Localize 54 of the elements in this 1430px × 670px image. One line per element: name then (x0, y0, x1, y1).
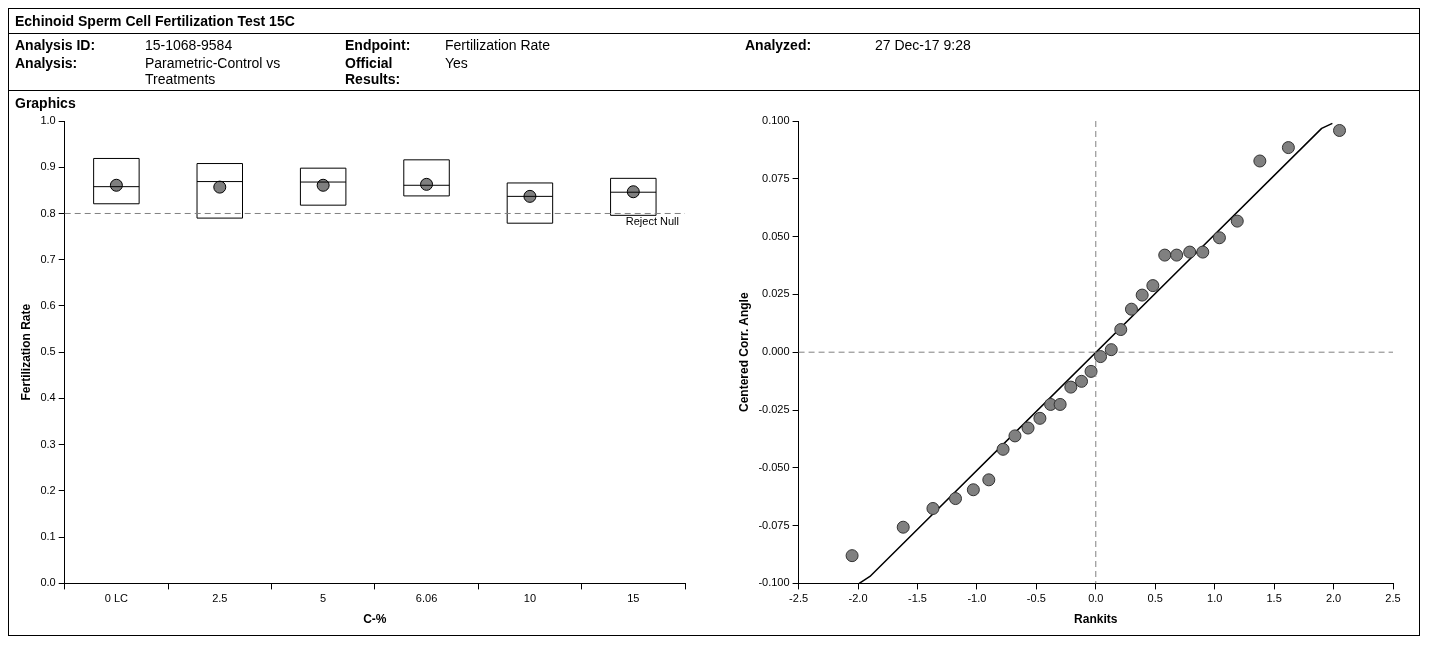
x-tick-label: 0.5 (1147, 592, 1163, 605)
y-axis-title: Fertilization Rate (18, 303, 33, 401)
x-tick-label: 0.0 (1088, 592, 1104, 605)
y-tick-label: 1.0 (40, 114, 56, 127)
text: Endpoint: (345, 37, 412, 53)
text: Analyzed: (745, 37, 813, 53)
x-tick-label: 2.5 (1385, 592, 1401, 605)
text: Official Results: (345, 55, 402, 87)
y-tick-label: 0.100 (762, 114, 790, 127)
x-tick-label: 6.06 (415, 592, 438, 605)
y-axis-title: Centered Corr. Angle (736, 292, 751, 412)
x-tick-label: -2.0 (848, 592, 868, 605)
y-tick-label: 0.5 (40, 345, 56, 358)
text: 27 Dec-17 9:28 (875, 37, 972, 53)
y-tick-label: 0.050 (762, 229, 790, 242)
x-tick-label: 1.0 (1207, 592, 1223, 605)
y-tick-label: 0.025 (762, 287, 790, 300)
y-tick-label: 0.8 (40, 206, 56, 219)
y-tick-label: 0.3 (40, 437, 56, 450)
x-tick-label: 10 (523, 592, 537, 605)
text: Analysis ID: (15, 37, 97, 53)
x-tick-label: 0 LC (104, 592, 129, 605)
x-tick-label: 5 (320, 592, 327, 605)
x-tick-label: 2.5 (212, 592, 228, 605)
y-tick-label: 0.000 (762, 345, 790, 358)
text: Yes (445, 55, 469, 73)
text: 15-1068-9584 (145, 37, 234, 53)
ref-line-label: Reject Null (625, 215, 679, 228)
text: Parametric-Control vs Treatments (145, 55, 282, 87)
y-tick-label: 0.075 (762, 171, 790, 184)
y-tick-label: 0.2 (40, 483, 56, 496)
y-tick-label: -0.025 (758, 403, 790, 416)
y-tick-label: 0.0 (40, 576, 56, 589)
x-tick-label: 1.5 (1266, 592, 1282, 605)
x-tick-label: 2.0 (1325, 592, 1342, 605)
chart-subtitle: Graphics (15, 95, 77, 111)
y-tick-label: 0.7 (40, 252, 56, 265)
x-tick-label: 15 (627, 592, 640, 605)
y-tick-label: 0.6 (40, 298, 56, 311)
x-axis-title: Rankits (1074, 612, 1118, 627)
x-axis-title: C-% (363, 612, 387, 627)
chart-title: Echinoid Sperm Cell Fertilization Test 15C (8, 8, 1420, 34)
y-tick-label: 0.4 (40, 391, 56, 404)
x-tick-label: -1.0 (967, 592, 987, 605)
y-tick-label: -0.100 (758, 576, 790, 589)
x-tick-label: -1.5 (907, 592, 927, 605)
text: Analysis: (15, 55, 79, 73)
y-tick-label: -0.075 (758, 518, 790, 531)
x-tick-label: -2.5 (789, 592, 809, 605)
y-tick-label: 0.1 (40, 530, 56, 543)
text: Fertilization Rate (445, 37, 552, 53)
x-tick-label: -0.5 (1026, 592, 1046, 605)
y-tick-label: -0.050 (758, 460, 790, 473)
y-tick-label: 0.9 (40, 160, 56, 173)
